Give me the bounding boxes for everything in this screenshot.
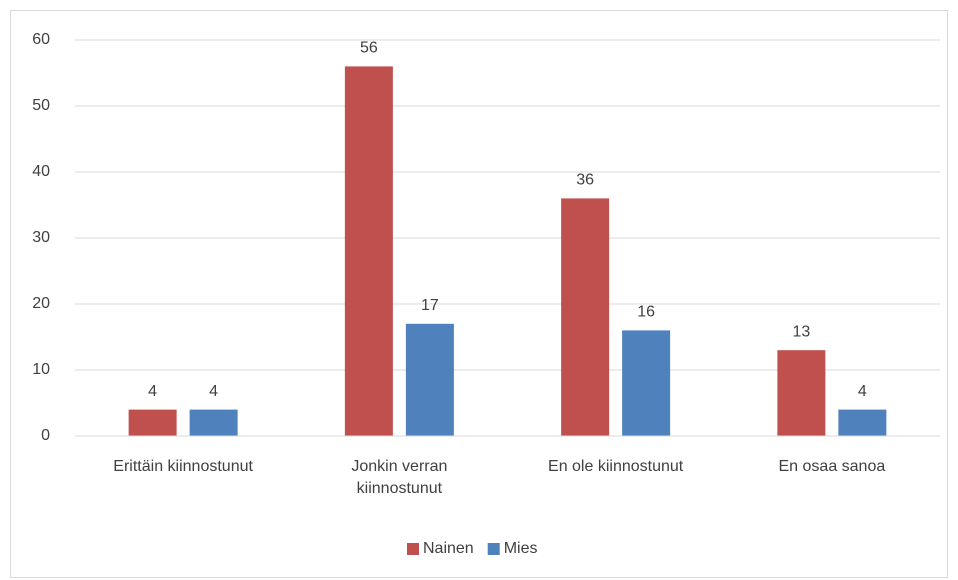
y-tick-label: 30 <box>32 229 50 246</box>
chart-border <box>10 10 948 578</box>
data-label: 4 <box>148 383 157 400</box>
data-label: 56 <box>360 40 378 57</box>
data-label: 17 <box>421 297 439 314</box>
legend-label: Mies <box>504 540 538 557</box>
bar <box>405 323 454 436</box>
data-label: 4 <box>858 383 867 400</box>
legend-label: Nainen <box>423 540 474 557</box>
bar <box>189 409 238 436</box>
bar <box>838 409 887 436</box>
x-tick-label: Jonkin verran kiinnostunut <box>351 458 448 497</box>
y-tick-label: 10 <box>32 361 50 378</box>
data-label: 16 <box>637 304 655 321</box>
legend-swatch <box>407 543 419 555</box>
bar <box>344 66 393 437</box>
bar <box>622 330 671 436</box>
y-tick-label: 0 <box>41 427 50 444</box>
y-tick-label: 20 <box>32 295 50 312</box>
bar <box>777 350 826 436</box>
bar <box>128 409 177 436</box>
y-tick-label: 60 <box>32 31 50 48</box>
data-label: 4 <box>209 383 218 400</box>
y-tick-label: 50 <box>32 97 50 114</box>
y-tick-label: 40 <box>32 163 50 180</box>
data-label: 13 <box>792 323 810 340</box>
x-tick-label: En ole kiinnostunut <box>548 458 684 475</box>
legend-swatch <box>487 543 500 555</box>
x-tick-label: En osaa sanoa <box>778 458 886 475</box>
bar <box>561 198 610 436</box>
data-label: 36 <box>576 172 594 189</box>
x-tick-label: Erittäin kiinnostunut <box>113 458 253 475</box>
